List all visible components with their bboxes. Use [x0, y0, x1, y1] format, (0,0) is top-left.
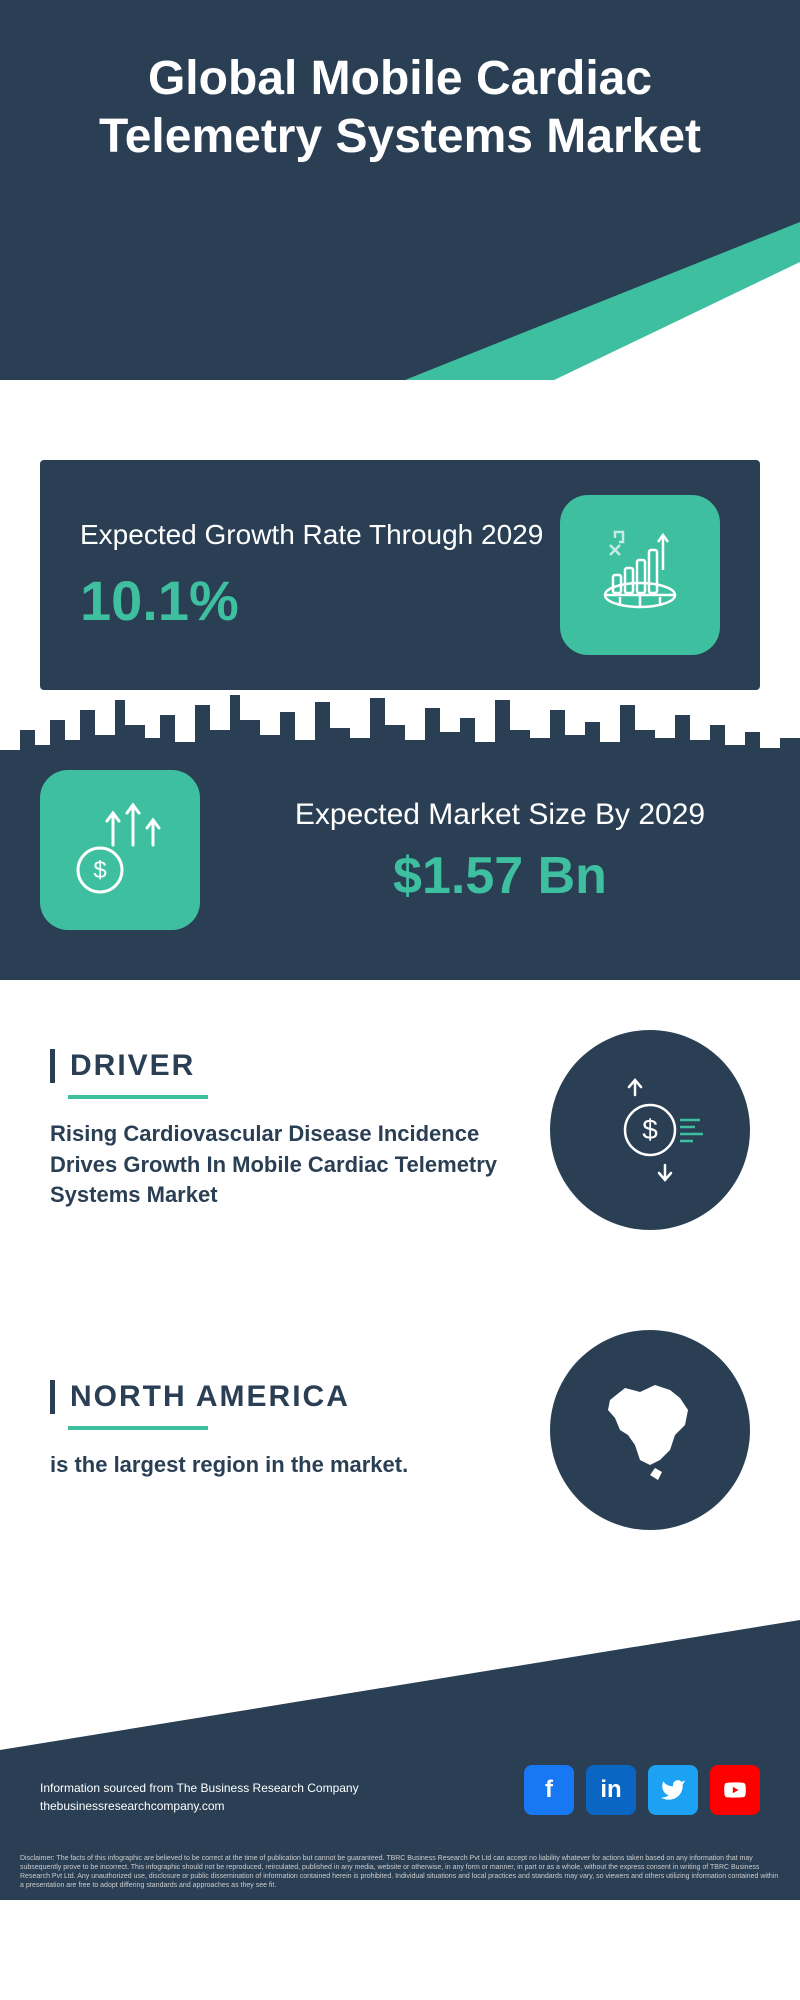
- north-america-map-icon: [550, 1330, 750, 1530]
- growth-chart-icon: [560, 495, 720, 655]
- transfer-dollar-icon: $: [550, 1030, 750, 1230]
- skyline-silhouette: [0, 690, 800, 770]
- footer-section: Information sourced from The Business Re…: [0, 1620, 800, 1900]
- decorative-underline: [68, 1426, 208, 1430]
- region-body: is the largest region in the market.: [50, 1450, 510, 1481]
- decorative-triangle: [550, 262, 800, 380]
- linkedin-icon[interactable]: in: [586, 1765, 636, 1815]
- market-label: Expected Market Size By 2029: [240, 795, 760, 834]
- growth-label: Expected Growth Rate Through 2029: [80, 517, 543, 553]
- source-text: Information sourced from The Business Re…: [40, 1779, 359, 1797]
- region-heading: NORTH AMERICA: [50, 1380, 510, 1414]
- decorative-triangle: [0, 1620, 800, 1750]
- decorative-underline: [68, 1095, 208, 1099]
- svg-text:$: $: [642, 1114, 658, 1145]
- driver-heading: DRIVER: [50, 1049, 510, 1083]
- svg-text:$: $: [93, 857, 106, 884]
- market-size-card: $ Expected Market Size By 2029 $1.57 Bn: [0, 770, 800, 980]
- driver-section: DRIVER Rising Cardiovascular Disease Inc…: [0, 980, 800, 1280]
- header-section: Global Mobile Cardiac Telemetry Systems …: [0, 0, 800, 380]
- social-links: f in: [524, 1765, 760, 1815]
- page-title: Global Mobile Cardiac Telemetry Systems …: [0, 0, 800, 165]
- source-url: thebusinessresearchcompany.com: [40, 1797, 359, 1815]
- region-section: NORTH AMERICA is the largest region in t…: [0, 1280, 800, 1580]
- market-value: $1.57 Bn: [240, 846, 760, 906]
- twitter-icon[interactable]: [648, 1765, 698, 1815]
- footer-source: Information sourced from The Business Re…: [40, 1779, 359, 1815]
- dollar-growth-icon: $: [40, 770, 200, 930]
- facebook-icon[interactable]: f: [524, 1765, 574, 1815]
- youtube-icon[interactable]: [710, 1765, 760, 1815]
- growth-value: 10.1%: [80, 568, 543, 633]
- driver-body: Rising Cardiovascular Disease Incidence …: [50, 1119, 510, 1211]
- growth-rate-card: Expected Growth Rate Through 2029 10.1%: [40, 460, 760, 690]
- disclaimer-text: Disclaimer: The facts of this infographi…: [20, 1854, 780, 1890]
